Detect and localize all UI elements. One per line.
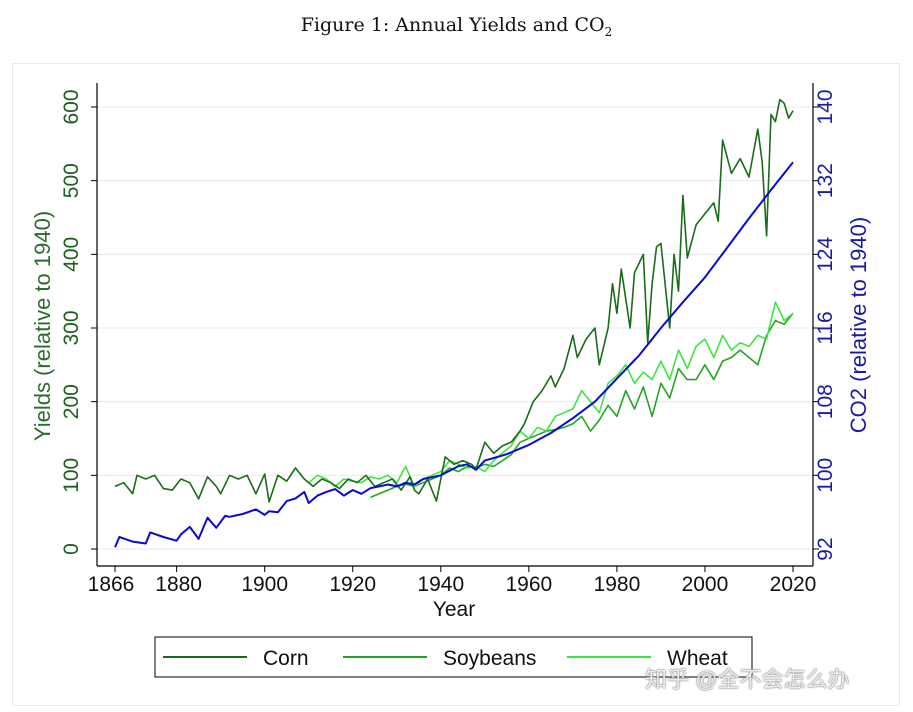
series-line-corn bbox=[114, 98, 794, 503]
y-right-tick-label: 140 bbox=[814, 89, 837, 124]
y-right-tick-label: 132 bbox=[814, 163, 837, 198]
x-tick-label: 1960 bbox=[505, 573, 552, 596]
y-right-tick-label: 108 bbox=[814, 384, 837, 419]
chart-panel bbox=[12, 63, 900, 706]
y-left-tick-label: 200 bbox=[60, 384, 83, 419]
x-tick-label: 1866 bbox=[88, 573, 135, 596]
y-left-tick-label: 500 bbox=[60, 163, 83, 198]
figure-title-subscript: 2 bbox=[604, 24, 613, 39]
legend-label-corn: Corn bbox=[263, 647, 309, 670]
y-right-tick-label: 92 bbox=[814, 537, 837, 560]
series-line-wheat bbox=[308, 301, 794, 488]
series-line-soybeans bbox=[370, 312, 794, 499]
x-axis-title: Year bbox=[433, 598, 475, 621]
x-tick-label: 2020 bbox=[770, 573, 817, 596]
series-line-co2 bbox=[114, 161, 794, 548]
y-right-axis-title: CO2 (relative to 1940) bbox=[846, 217, 871, 433]
y-left-tick-label: 100 bbox=[60, 458, 83, 493]
y-left-tick-label: 300 bbox=[60, 310, 83, 345]
legend-box bbox=[154, 636, 753, 678]
y-left-tick-label: 0 bbox=[60, 543, 83, 555]
watermark: 知乎 @全不会怎么办 bbox=[645, 667, 850, 692]
y-right-tick-label: 116 bbox=[814, 311, 837, 344]
legend-label-soybeans: Soybeans bbox=[443, 647, 536, 670]
y-left-axis-title: Yields (relative to 1940) bbox=[30, 211, 55, 441]
x-tick-label: 1940 bbox=[417, 573, 464, 596]
x-tick-label: 1980 bbox=[594, 573, 641, 596]
figure-title-text: Figure 1: Annual Yields and CO bbox=[300, 14, 605, 36]
y-right-tick-label: 124 bbox=[814, 236, 837, 271]
y-right-tick-label: 100 bbox=[814, 458, 837, 493]
y-left-tick-label: 400 bbox=[60, 237, 83, 272]
figure-title: Figure 1: Annual Yields and CO2 bbox=[0, 14, 913, 39]
legend-label-wheat: Wheat bbox=[667, 647, 728, 670]
x-tick-label: 1880 bbox=[155, 573, 202, 596]
x-tick-label: 1900 bbox=[241, 573, 288, 596]
x-tick-label: 2000 bbox=[682, 573, 729, 596]
x-tick-label: 1920 bbox=[329, 573, 376, 596]
y-left-tick-label: 600 bbox=[60, 89, 83, 124]
